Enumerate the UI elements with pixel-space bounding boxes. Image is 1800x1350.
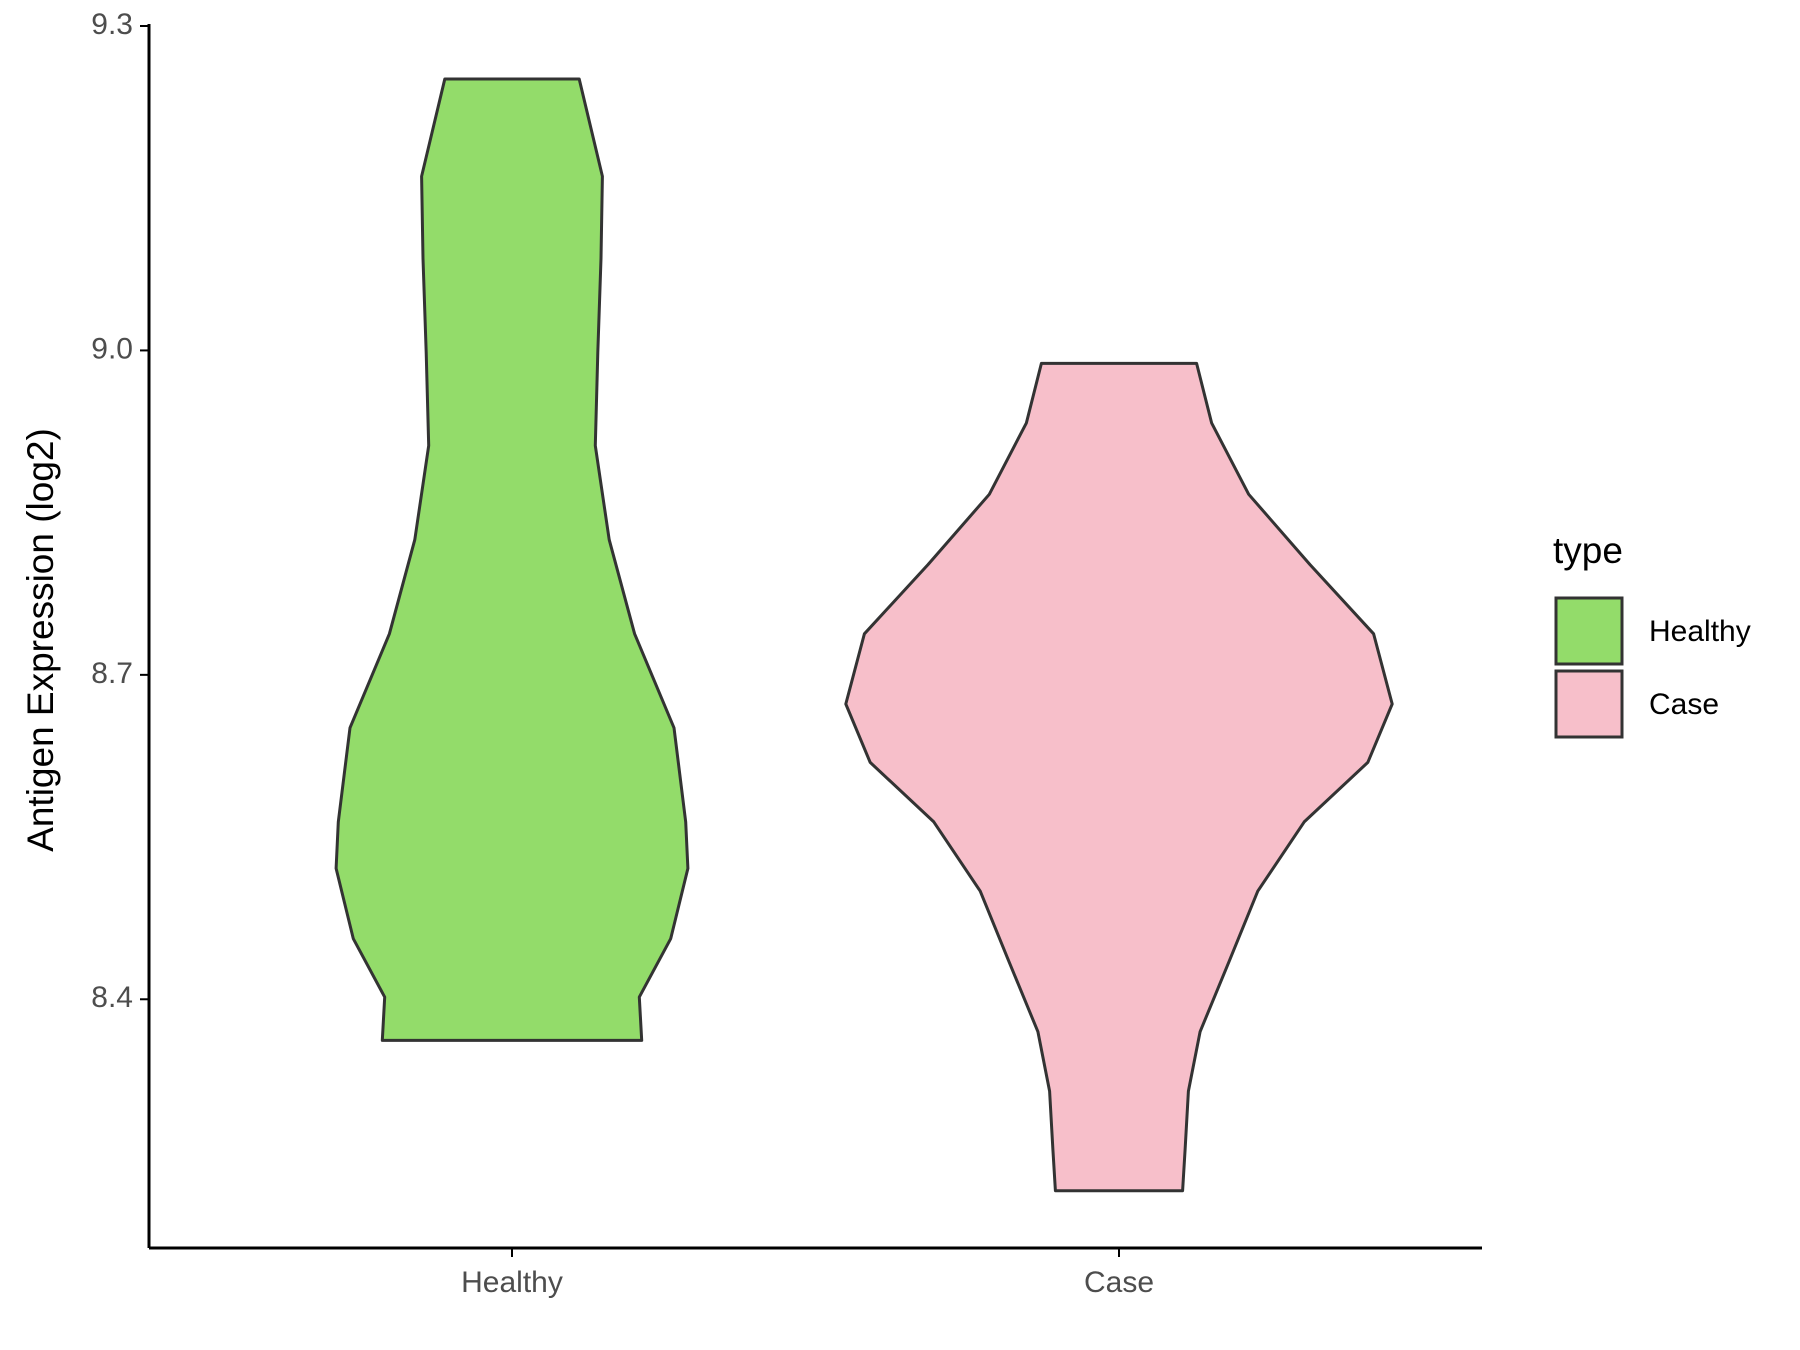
legend-key: [1554, 669, 1624, 739]
y-tick-label: 8.7: [91, 657, 133, 690]
y-tick-label: 9.0: [91, 332, 133, 365]
y-tick-label: 9.3: [91, 8, 133, 41]
violin: [334, 77, 690, 1042]
legend-title: type: [1553, 530, 1623, 571]
legend-key: [1554, 596, 1624, 666]
y-tick-label: 8.4: [91, 981, 133, 1014]
x-tick-label: Healthy: [461, 1266, 563, 1299]
violin: [844, 361, 1394, 1193]
y-axis-title: Antigen Expression (log2): [20, 428, 61, 852]
legend-label: Healthy: [1649, 615, 1751, 648]
legend-label: Case: [1649, 688, 1719, 721]
x-tick-label: Case: [1084, 1266, 1154, 1299]
